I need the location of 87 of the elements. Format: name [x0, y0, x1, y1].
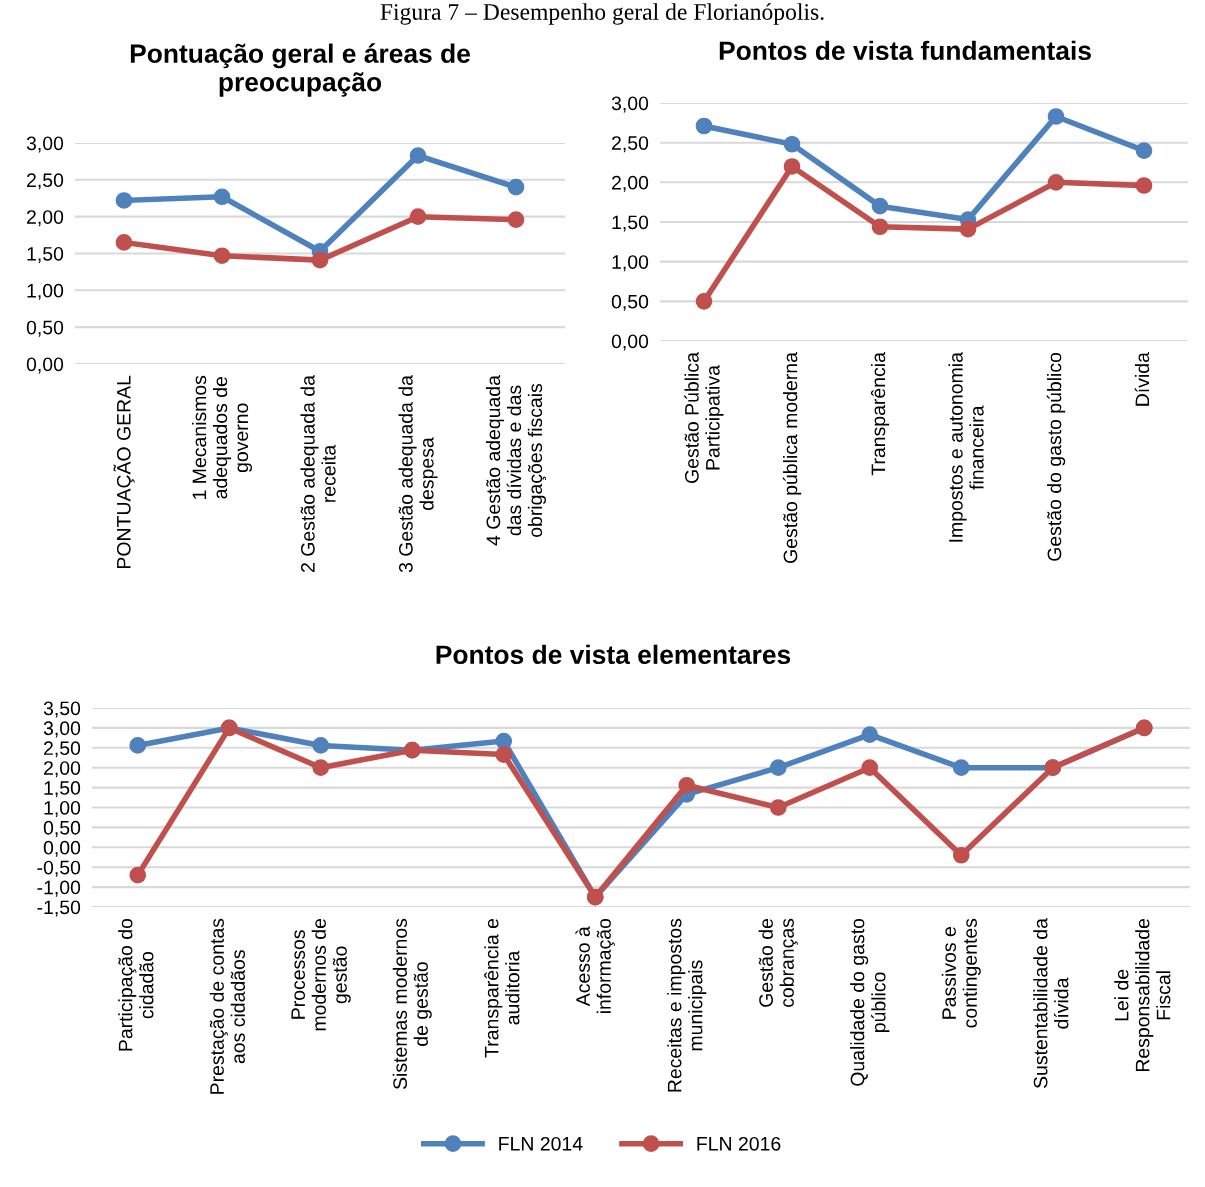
x-tick-label: Transparência [870, 352, 890, 476]
point [678, 776, 696, 794]
x-tick-label: Sustentabilidade da dívida [1033, 918, 1069, 1089]
x-tick-label: Gestão do gasto público [1046, 352, 1066, 561]
point [783, 158, 801, 175]
x-tick-label: Acesso à informação [575, 918, 615, 1013]
y-tick-label: 1,50 [27, 246, 64, 264]
point [695, 292, 713, 310]
x-tick-label: Qualidade do gasto público [850, 918, 890, 1086]
y-tick-label: 1,50 [44, 781, 81, 798]
x-tick-label: 1 Mecanismos adequados de governo [191, 375, 253, 499]
y-tick-label: 3,50 [43, 701, 81, 718]
y-tick-label: 2,00 [44, 761, 81, 778]
chart-title: Pontuação geral e áreas de preocupação [130, 43, 470, 97]
x-tick-label: 2 Gestão adequada da receita [300, 375, 336, 572]
x-tick-label: Processos modernos de gestão [291, 918, 351, 1031]
point [129, 737, 147, 754]
x-tick-label: Impostos e autonomia financeira [948, 352, 984, 542]
y-tick-label: 3,00 [26, 136, 64, 153]
point [213, 247, 231, 265]
y-tick-label: 2,50 [44, 741, 81, 758]
point [952, 846, 970, 864]
y-tick-label: 1,00 [612, 255, 649, 272]
text: Figura 7 – Desempenho geral de Florianópolis. [380, 3, 824, 25]
point [213, 188, 231, 206]
y-tick-label: 2,50 [612, 136, 649, 153]
point [861, 759, 879, 777]
y-tick-label: 1,00 [44, 800, 81, 818]
y-tick-label: 0,00 [611, 334, 649, 351]
point [409, 208, 427, 226]
y-tick-label: 0,00 [43, 840, 81, 857]
point [312, 759, 330, 777]
point [409, 147, 427, 164]
x-tick-label: Prestação de contas aos cidadãos [209, 918, 245, 1094]
point [495, 732, 513, 750]
point [495, 746, 513, 763]
y-tick-label: 3,00 [611, 96, 649, 113]
point [1047, 108, 1065, 125]
x-tick-label: PONTUAÇÃO GERAL [113, 375, 135, 568]
point [783, 135, 801, 153]
x-tick-label: Dívida [1134, 352, 1150, 406]
point [871, 218, 889, 236]
point [1135, 142, 1153, 159]
point [769, 759, 787, 777]
x-tick-label: Lei de Responsabilidade Fiscal [1114, 918, 1171, 1072]
legend-label: FLN 2016 [697, 1136, 781, 1151]
y-tick-label: 0,50 [611, 294, 649, 311]
x-tick-label: Transparência e auditoria [484, 918, 520, 1058]
x-tick-label: 4 Gestão adequada das dívidas e das obrigações fiscais [485, 375, 547, 546]
x-tick-label: Gestão de cobranças [758, 918, 798, 1007]
x-tick-label: Sistemas modernos de gestão [392, 918, 432, 1090]
point [115, 234, 133, 251]
y-tick-label: 2,00 [27, 210, 64, 227]
y-tick-label: 2,00 [612, 175, 649, 192]
point [695, 117, 713, 135]
y-tick-label: -1,50 [37, 900, 81, 917]
point [507, 211, 525, 228]
x-tick-label: Passivos e contingentes [941, 918, 981, 1028]
point [861, 726, 879, 744]
point [959, 220, 977, 238]
point [1135, 177, 1153, 194]
y-tick-label: 1,50 [612, 215, 649, 232]
y-tick-label: -1,00 [37, 880, 81, 897]
x-tick-label: Gestão pública moderna [782, 352, 802, 563]
y-tick-label: 0,50 [26, 320, 64, 337]
chart-title: Pontos de vista elementares [436, 644, 791, 665]
y-tick-label: 1,00 [27, 283, 64, 300]
x-tick-label: Receitas e impostos municipais [667, 918, 707, 1092]
x-tick-label: 3 Gestão adequada da despesa [398, 375, 438, 573]
y-tick-label: -0,50 [37, 860, 81, 877]
chart-title: Pontos de vista fundamentais [719, 40, 1091, 61]
legend-label: FLN 2014 [499, 1136, 583, 1151]
point [115, 192, 133, 209]
point [1047, 173, 1065, 191]
point [311, 251, 329, 269]
y-tick-label: 0,00 [26, 357, 64, 374]
point [129, 866, 147, 884]
point [952, 759, 970, 777]
y-tick-label: 3,00 [43, 721, 81, 738]
y-tick-label: 2,50 [27, 173, 64, 190]
point [769, 799, 787, 816]
x-tick-label: Participação do cidadão [118, 918, 154, 1051]
y-tick-label: 0,50 [43, 820, 81, 837]
point [312, 737, 330, 754]
point [507, 178, 525, 196]
point [871, 197, 889, 215]
x-tick-label: Gestão Pública Participativa [684, 352, 724, 483]
